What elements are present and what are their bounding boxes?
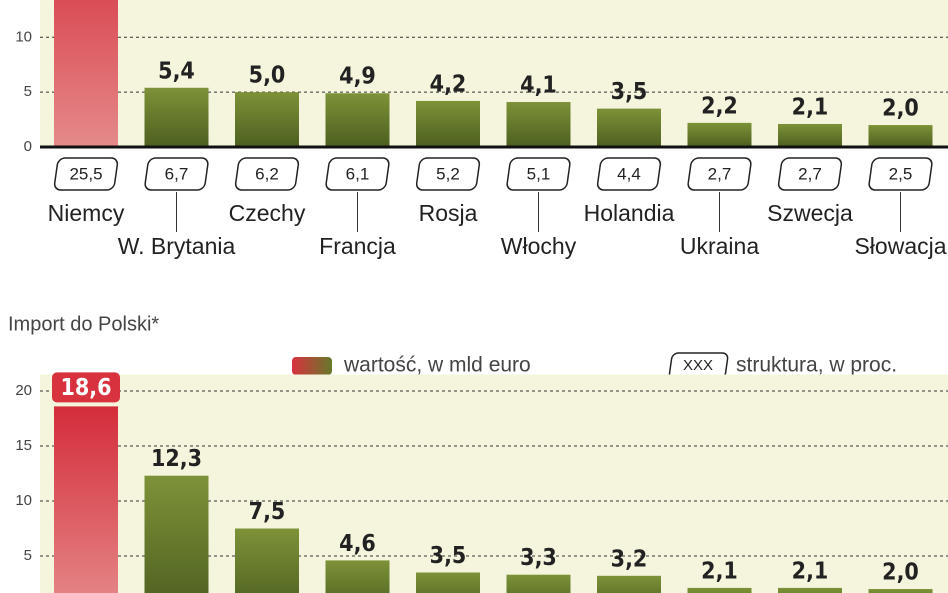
bar: [868, 125, 933, 147]
share-box: [777, 157, 843, 191]
y-tick-label: 5: [24, 83, 32, 100]
y-tick-label: 15: [15, 437, 32, 454]
bar: [597, 575, 661, 593]
legend-label: struktura, w proc.: [736, 354, 897, 377]
bar: [235, 92, 299, 147]
value-label: 2,0: [882, 96, 919, 122]
bar: [325, 560, 390, 593]
share-label: 5,2: [436, 164, 460, 183]
y-tick-label: 20: [15, 382, 32, 399]
share-label: 2,5: [889, 164, 913, 183]
legend-swatch: [292, 357, 332, 375]
value-label: 3,5: [611, 79, 648, 105]
value-label: 4,2: [430, 71, 467, 97]
bar: [687, 587, 752, 593]
bar: [144, 87, 209, 147]
bar: [506, 574, 571, 593]
share-box: [506, 157, 571, 191]
bar: [235, 528, 299, 593]
value-label: 18,6: [60, 375, 111, 401]
share-box: [325, 157, 390, 191]
share-label: 6,1: [346, 164, 370, 183]
x-tick-label: Czechy: [229, 200, 306, 226]
value-label: 4,1: [520, 73, 557, 99]
value-label: 5,0: [249, 63, 286, 89]
share-label: 6,2: [255, 164, 279, 183]
legend-label: wartość, w mld euro: [343, 354, 531, 377]
bar: [778, 123, 842, 147]
x-tick-label: Francja: [319, 233, 396, 259]
value-label: 3,2: [611, 546, 648, 572]
value-label: 2,2: [701, 93, 738, 119]
value-label: 4,6: [339, 531, 376, 557]
bar: [144, 475, 209, 593]
y-tick-label: 0: [24, 138, 32, 155]
share-box: [687, 157, 752, 191]
y-tick-label: 10: [15, 492, 32, 509]
share-label: 2,7: [798, 164, 822, 183]
x-tick-label: Ukraina: [680, 233, 759, 259]
bar: [506, 102, 571, 147]
bar: [54, 406, 118, 593]
value-label: 3,5: [430, 543, 467, 569]
bar: [868, 589, 933, 593]
share-box: [596, 157, 662, 191]
bar: [416, 572, 480, 593]
share-label: 4,4: [617, 164, 641, 183]
share-label: 2,7: [708, 164, 732, 183]
share-label: 5,1: [527, 164, 551, 183]
x-tick-label: Niemcy: [48, 200, 125, 226]
x-tick-label: Rosja: [419, 200, 478, 226]
bar: [325, 93, 390, 147]
value-label: 4,9: [339, 64, 376, 90]
value-label: 7,5: [249, 499, 286, 525]
share-box: [868, 157, 933, 191]
x-tick-label: W. Brytania: [118, 233, 236, 259]
value-label: 2,1: [792, 558, 829, 584]
x-tick-label: Włochy: [501, 233, 577, 259]
x-tick-label: Słowacja: [854, 233, 946, 259]
share-label: 6,7: [165, 164, 189, 183]
y-tick-label: 5: [24, 547, 32, 564]
value-label: 2,1: [701, 558, 738, 584]
bar: [54, 0, 118, 147]
share-box: [234, 157, 300, 191]
bar: [597, 108, 661, 147]
chart-title: Import do Polski*: [8, 313, 159, 335]
value-label: 2,0: [882, 560, 919, 586]
value-label: 12,3: [151, 446, 202, 472]
value-label-box: [52, 372, 120, 403]
value-label: 3,3: [520, 545, 557, 571]
x-tick-label: Szwecja: [767, 200, 853, 226]
bar: [778, 587, 842, 593]
share-box: [144, 157, 209, 191]
share-box: [415, 157, 481, 191]
share-label: 25,5: [69, 164, 102, 183]
legend-sample: XXX: [683, 357, 713, 374]
share-box: [53, 157, 119, 191]
value-label: 2,1: [792, 94, 829, 120]
value-label: 5,4: [158, 58, 195, 84]
x-tick-label: Holandia: [584, 200, 675, 226]
y-tick-label: 10: [15, 28, 32, 45]
bar: [416, 100, 480, 147]
bar: [687, 122, 752, 147]
